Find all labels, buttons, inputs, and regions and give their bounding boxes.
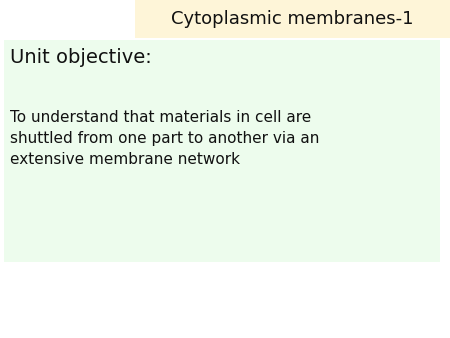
Text: Unit objective:: Unit objective: bbox=[10, 48, 152, 67]
Text: Cytoplasmic membranes-1: Cytoplasmic membranes-1 bbox=[171, 10, 414, 28]
FancyBboxPatch shape bbox=[4, 40, 440, 262]
FancyBboxPatch shape bbox=[135, 0, 450, 38]
Text: To understand that materials in cell are
shuttled from one part to another via a: To understand that materials in cell are… bbox=[10, 110, 319, 167]
